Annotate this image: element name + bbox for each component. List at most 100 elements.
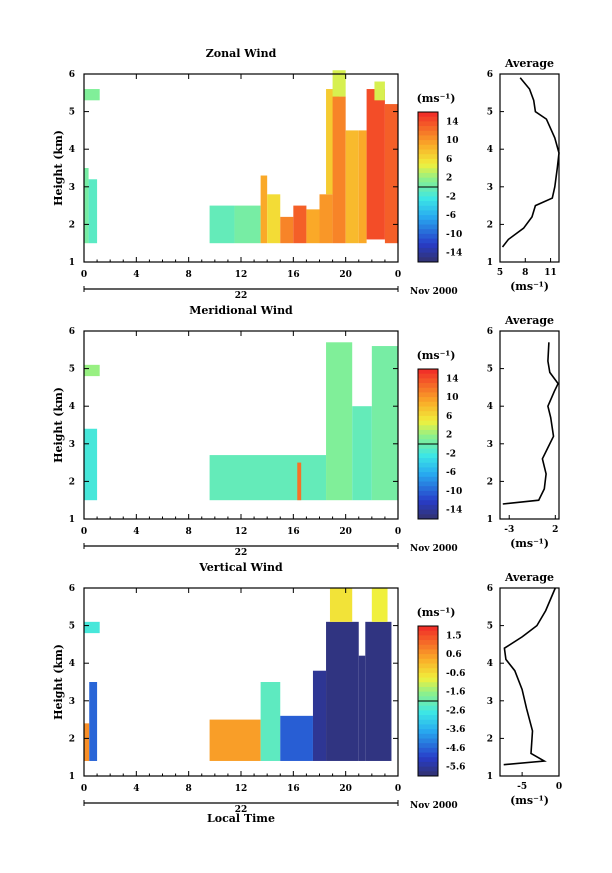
colorbar-swatch <box>418 509 438 515</box>
colorbar-swatch <box>418 448 438 454</box>
colorbar-swatch <box>418 476 438 482</box>
colorbar-swatch <box>418 640 438 646</box>
heatmap-cell <box>326 621 359 761</box>
y-tick-label: 3 <box>69 440 75 450</box>
colorbar-swatch <box>418 682 438 688</box>
y-tick-label: 3 <box>69 183 75 193</box>
heatmap-cell <box>84 723 90 761</box>
x-axis-label: Local Time <box>207 812 275 825</box>
heatmap-cell <box>365 621 392 761</box>
colorbar-swatch <box>418 434 438 440</box>
x-tick-label: 0 <box>395 784 401 794</box>
colorbar-swatch <box>418 462 438 468</box>
colorbar-tick-label: 14 <box>446 374 459 384</box>
colorbar-swatch <box>418 710 438 716</box>
colorbar-tick-label: -10 <box>446 487 462 497</box>
colorbar-swatch <box>418 163 438 169</box>
x-tick-label: 4 <box>133 270 139 280</box>
colorbar-swatch <box>418 644 438 650</box>
colorbar-tick-label: -2 <box>446 192 456 202</box>
average-title: Average <box>504 57 554 70</box>
y-axis-label: Height (km) <box>52 130 65 206</box>
colorbar-swatch <box>418 397 438 403</box>
colorbar-swatch <box>418 121 438 127</box>
x-tick-label: 16 <box>287 270 300 280</box>
colorbar-swatch <box>418 486 438 492</box>
panel-title: Meridional Wind <box>189 304 293 317</box>
y-tick-label: 4 <box>69 402 75 412</box>
y-tick-label: 4 <box>69 145 75 155</box>
x-tick-label: 20 <box>339 270 352 280</box>
colorbar-swatch <box>418 420 438 426</box>
y-axis-label: Height (km) <box>52 387 65 463</box>
colorbar-swatch <box>418 219 438 225</box>
colorbar-tick-label: 2 <box>446 431 452 441</box>
y-tick-label: 1 <box>69 515 75 525</box>
colorbar-tick-label: -14 <box>446 506 462 516</box>
y-tick-label: 2 <box>69 477 75 487</box>
heatmap-cell <box>358 130 367 244</box>
average-x-tick-label: 2 <box>552 525 558 535</box>
x-tick-label: 0 <box>81 270 87 280</box>
colorbar-swatch <box>418 116 438 122</box>
average-profile-line <box>503 587 557 766</box>
heatmap-cell <box>260 175 268 244</box>
average-y-tick-label: 6 <box>487 70 493 80</box>
colorbar-swatch <box>418 738 438 744</box>
heatmap-cell <box>267 194 281 244</box>
y-tick-label: 1 <box>69 258 75 268</box>
colorbar-swatch <box>418 387 438 393</box>
heatmap-cell <box>352 406 372 501</box>
colorbar-swatch <box>418 453 438 459</box>
y-tick-label: 3 <box>69 697 75 707</box>
colorbar-label: (ms⁻¹) <box>417 606 456 619</box>
average-x-tick-label: 5 <box>497 268 503 278</box>
colorbar-tick-label: -5.6 <box>446 763 465 773</box>
heatmap-cell <box>84 428 98 501</box>
colorbar-swatch <box>418 701 438 707</box>
colorbar-swatch <box>418 205 438 211</box>
heatmap-cell <box>329 588 353 622</box>
y-tick-label: 1 <box>69 772 75 782</box>
average-y-tick-label: 4 <box>487 659 493 669</box>
colorbar-tick-label: -6 <box>446 468 456 478</box>
colorbar-swatch <box>418 658 438 664</box>
colorbar-tick-label: -6 <box>446 211 456 221</box>
average-y-tick-label: 5 <box>487 365 493 375</box>
colorbar-swatch <box>418 140 438 146</box>
colorbar-swatch <box>418 196 438 202</box>
colorbar-swatch <box>418 425 438 431</box>
colorbar-swatch <box>418 429 438 436</box>
colorbar-tick-label: 14 <box>446 117 459 127</box>
colorbar-tick-label: 10 <box>446 136 459 146</box>
colorbar-swatch <box>418 373 438 379</box>
y-tick-label: 6 <box>69 327 75 337</box>
colorbar-swatch <box>418 626 438 632</box>
x-tick-label: 12 <box>235 784 248 794</box>
y-tick-label: 5 <box>69 622 75 632</box>
panel-title: Vertical Wind <box>198 561 283 574</box>
x-tick-label: 16 <box>287 527 300 537</box>
heatmap-cell <box>209 455 327 501</box>
colorbar-swatch <box>418 383 438 389</box>
heatmap-cell <box>374 81 385 101</box>
colorbar-swatch <box>418 630 438 636</box>
heatmap-cell <box>234 205 261 244</box>
x-tick-label: 20 <box>339 784 352 794</box>
average-y-tick-label: 5 <box>487 108 493 118</box>
date-label: Nov 2000 <box>410 287 458 297</box>
average-x-tick-label: -5 <box>517 782 527 792</box>
heatmap-cell <box>280 715 313 761</box>
x-tick-label: 4 <box>133 527 139 537</box>
colorbar-swatch <box>418 238 438 244</box>
colorbar-tick-label: 0.6 <box>446 650 462 660</box>
colorbar-swatch <box>418 201 438 207</box>
colorbar-swatch <box>418 696 438 702</box>
average-frame <box>499 330 560 520</box>
heatmap-cell <box>384 104 398 244</box>
colorbar-swatch <box>418 392 438 398</box>
x-tick-label: 16 <box>287 784 300 794</box>
